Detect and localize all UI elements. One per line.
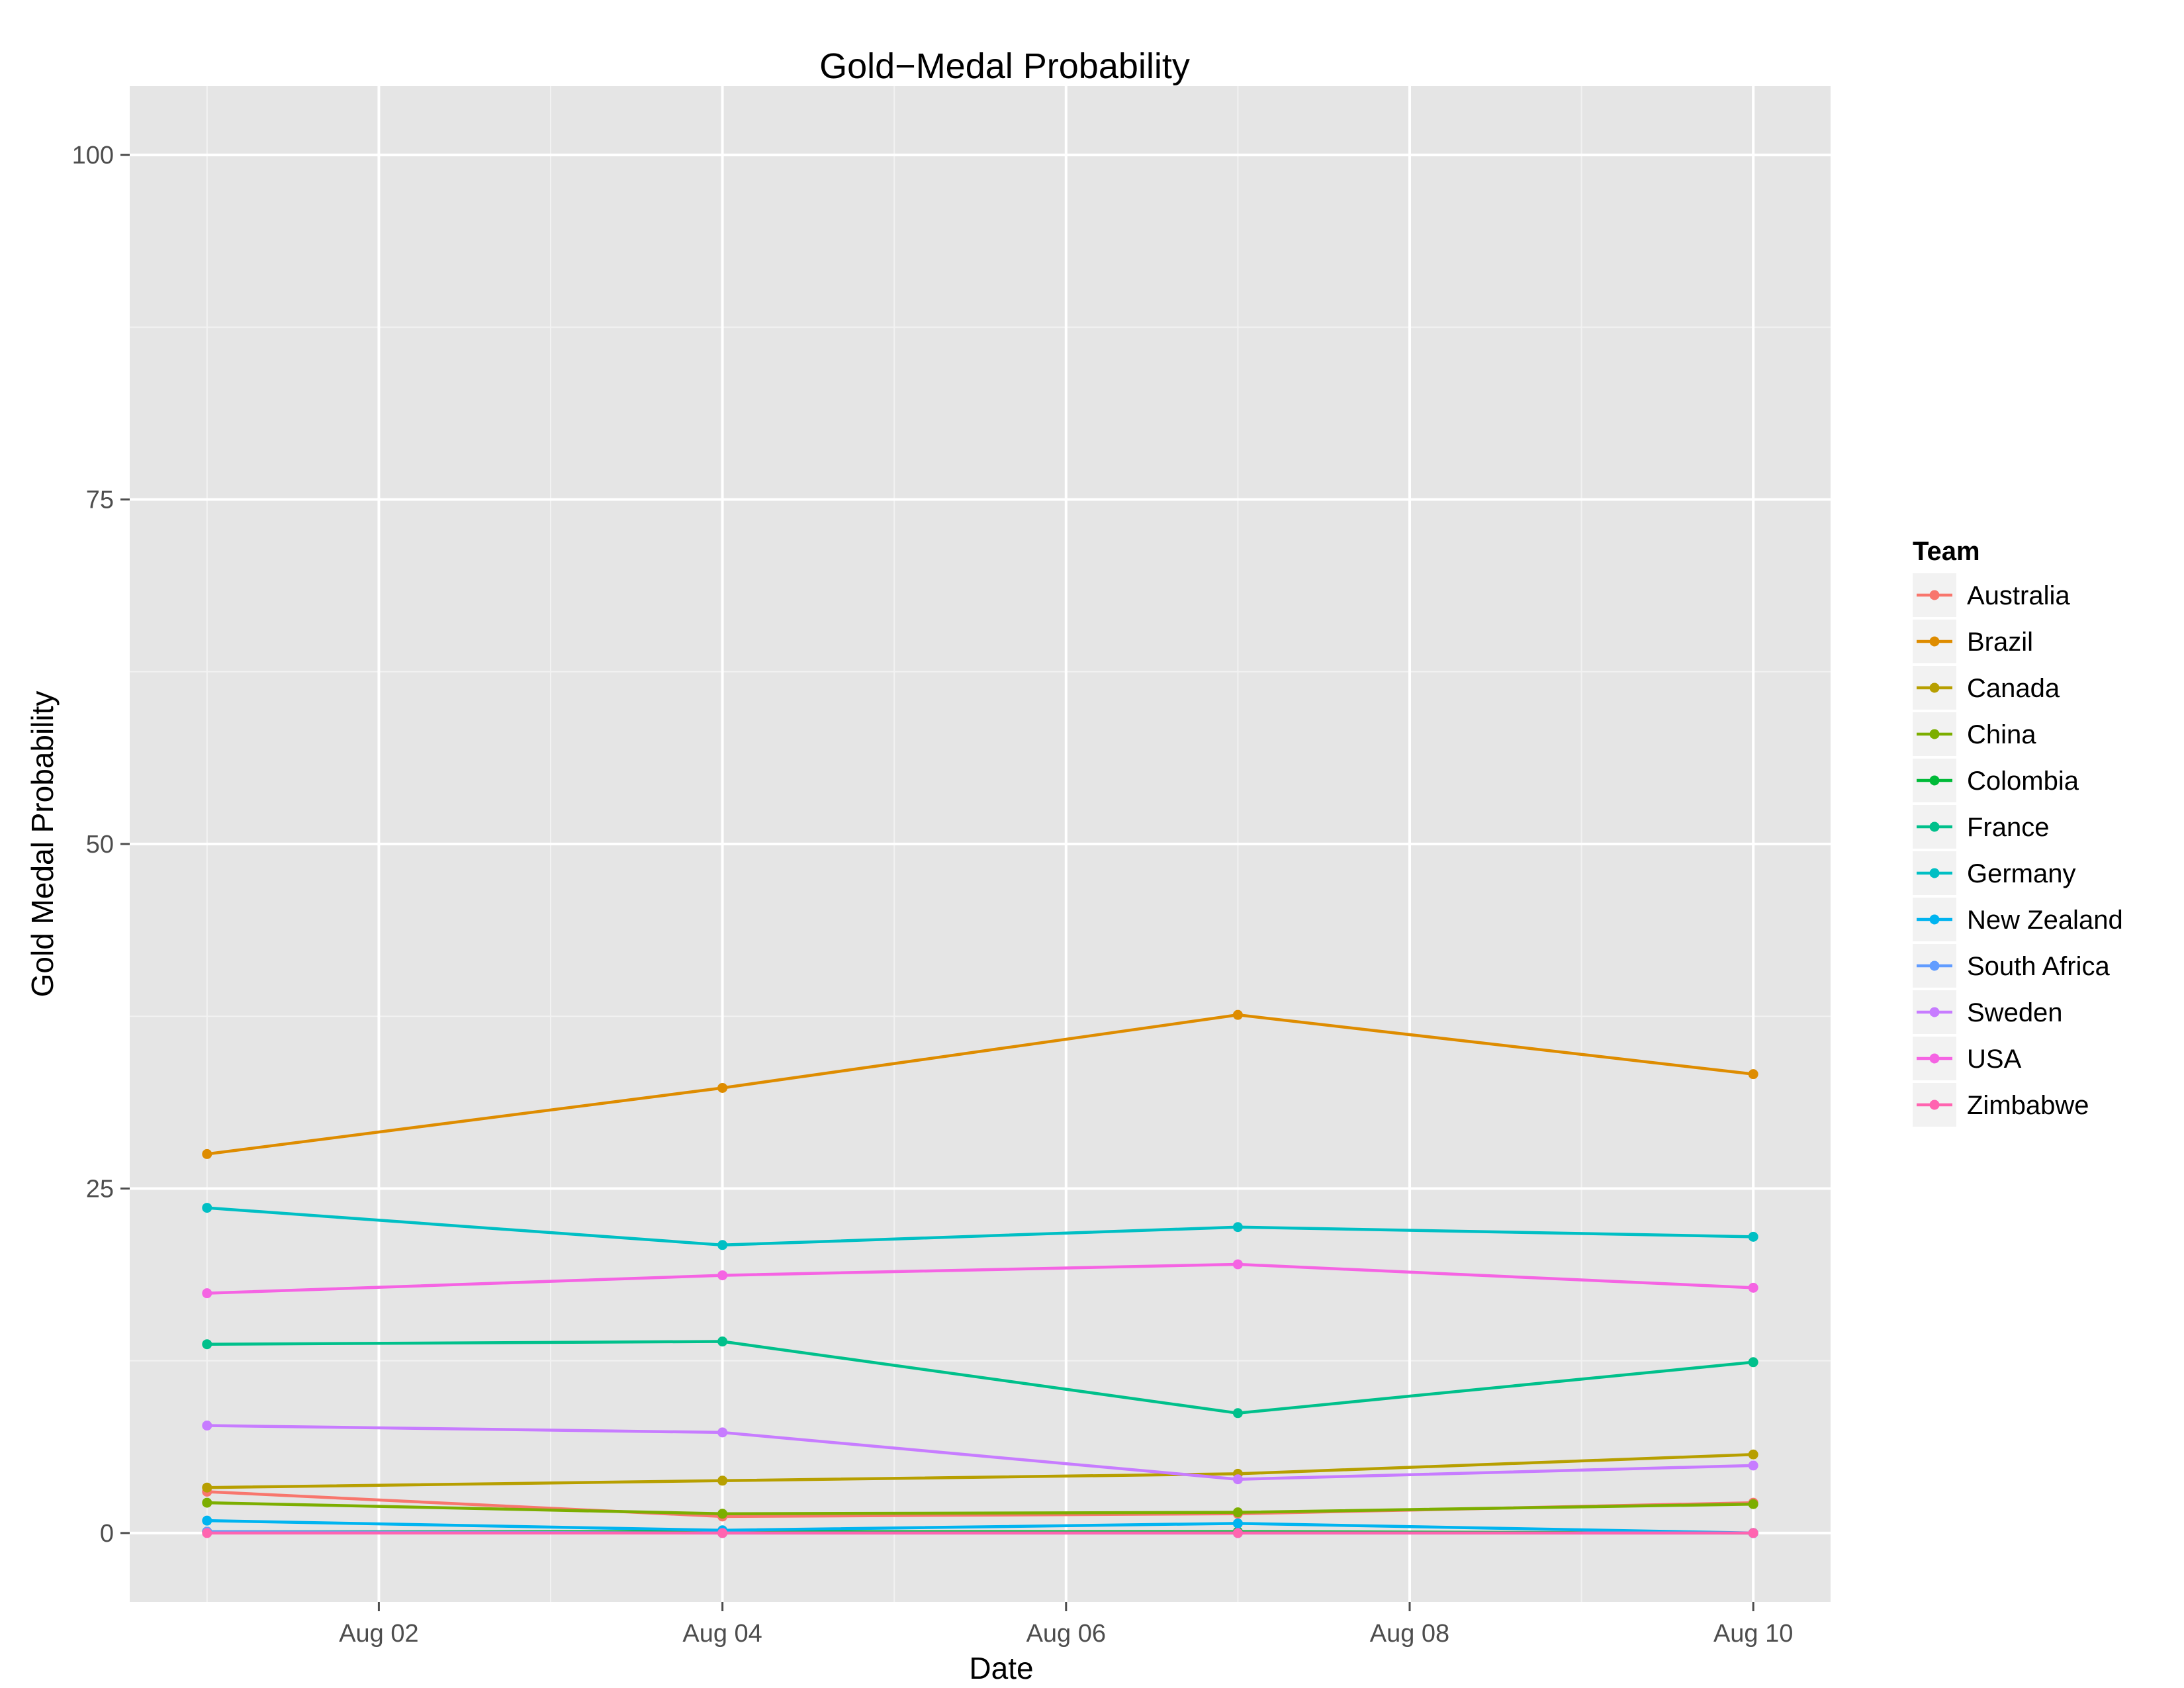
data-point-germany: [1748, 1231, 1758, 1242]
data-point-canada: [202, 1482, 212, 1493]
chart-title: Gold−Medal Probability: [819, 46, 1190, 86]
legend-label: Germany: [1967, 859, 2076, 888]
legend-item-brazil: Brazil: [1913, 620, 2033, 663]
data-point-zimbabwe: [1232, 1528, 1243, 1538]
data-point-france: [1232, 1408, 1243, 1419]
legend-key-point: [1929, 868, 1940, 878]
data-point-sweden: [202, 1421, 212, 1431]
series-layer: [202, 1009, 1758, 1538]
legend-item-south-africa: South Africa: [1913, 944, 2110, 988]
legend: Team Australia Brazil Canada China Colombia F…: [1913, 537, 2123, 1127]
data-point-china: [1232, 1507, 1243, 1518]
data-point-usa: [202, 1288, 212, 1299]
data-point-canada: [717, 1476, 728, 1486]
data-point-brazil: [1748, 1069, 1758, 1080]
data-point-zimbabwe: [1748, 1528, 1758, 1538]
x-axis: Aug 02 Aug 04 Aug 06 Aug 08 Aug 10: [339, 1602, 1793, 1648]
data-point-brazil: [1232, 1009, 1243, 1020]
legend-key-point: [1929, 1053, 1940, 1064]
x-axis-title: Date: [969, 1651, 1033, 1685]
data-point-germany: [717, 1240, 728, 1250]
legend-key-point: [1929, 682, 1940, 693]
legend-label: China: [1967, 720, 2036, 749]
data-point-china: [202, 1497, 212, 1508]
data-point-brazil: [202, 1149, 212, 1159]
series-line-canada: [206, 1452, 1754, 1489]
legend-key-point: [1929, 1007, 1940, 1017]
legend-label: Colombia: [1967, 767, 2079, 796]
legend-label: Canada: [1967, 674, 2060, 703]
y-tick-label: 75: [86, 487, 114, 514]
series-line-germany: [206, 1206, 1754, 1247]
legend-label: New Zealand: [1967, 906, 2123, 935]
data-point-new-zealand: [1232, 1518, 1243, 1528]
data-point-sweden: [1748, 1460, 1758, 1471]
y-tick-label: 100: [72, 142, 114, 169]
legend-label: USA: [1967, 1045, 2022, 1074]
legend-item-colombia: Colombia: [1913, 759, 2079, 802]
legend-item-china: China: [1913, 712, 2036, 756]
legend-label: Sweden: [1967, 998, 2063, 1027]
data-point-france: [202, 1339, 212, 1350]
data-point-usa: [1748, 1282, 1758, 1293]
legend-item-sweden: Sweden: [1913, 990, 2063, 1034]
legend-key-point: [1929, 636, 1940, 647]
legend-item-usa: USA: [1913, 1037, 2022, 1080]
data-point-canada: [1748, 1449, 1758, 1460]
series-line-china: [206, 1501, 1754, 1516]
legend-key-point: [1929, 1100, 1940, 1110]
x-tick-label: Aug 04: [682, 1620, 762, 1648]
series-line-brazil: [206, 1013, 1754, 1156]
legend-key-point: [1929, 775, 1940, 786]
data-point-sweden: [1232, 1474, 1243, 1485]
data-point-france: [717, 1336, 728, 1347]
legend-label: France: [1967, 813, 2050, 842]
series-line-sweden: [206, 1424, 1754, 1481]
data-point-brazil: [717, 1082, 728, 1093]
y-tick-label: 0: [100, 1520, 114, 1548]
data-point-france: [1748, 1357, 1758, 1368]
data-point-china: [717, 1509, 728, 1519]
legend-label: Zimbabwe: [1967, 1091, 2089, 1120]
legend-item-australia: Australia: [1913, 573, 2070, 617]
x-tick-label: Aug 08: [1370, 1620, 1449, 1648]
legend-key-point: [1929, 961, 1940, 971]
legend-item-zimbabwe: Zimbabwe: [1913, 1083, 2089, 1127]
legend-item-canada: Canada: [1913, 666, 2060, 710]
data-point-germany: [1232, 1222, 1243, 1233]
data-point-zimbabwe: [717, 1528, 728, 1538]
data-point-usa: [1232, 1259, 1243, 1270]
series-line-usa: [206, 1262, 1754, 1295]
data-point-usa: [717, 1270, 728, 1281]
legend-label: Brazil: [1967, 628, 2033, 657]
legend-key-point: [1929, 729, 1940, 739]
y-axis-title: Gold Medal Probability: [25, 691, 60, 998]
x-tick-label: Aug 10: [1713, 1620, 1793, 1648]
data-point-china: [1748, 1499, 1758, 1509]
legend-title: Team: [1913, 537, 1980, 566]
y-tick-label: 50: [86, 831, 114, 859]
data-point-germany: [202, 1203, 212, 1213]
y-tick-label: 25: [86, 1175, 114, 1203]
data-point-zimbabwe: [202, 1528, 212, 1538]
series-line-new-zealand: [206, 1519, 1754, 1535]
legend-key-point: [1929, 821, 1940, 832]
x-tick-label: Aug 02: [339, 1620, 418, 1648]
legend-label: Australia: [1967, 581, 2070, 610]
data-point-sweden: [717, 1427, 728, 1438]
x-tick-label: Aug 06: [1026, 1620, 1106, 1648]
legend-key-point: [1929, 590, 1940, 600]
legend-item-germany: Germany: [1913, 851, 2076, 895]
y-axis: 0 25 50 75 100: [72, 142, 130, 1548]
legend-label: South Africa: [1967, 952, 2110, 981]
data-point-new-zealand: [202, 1515, 212, 1526]
legend-key-point: [1929, 914, 1940, 925]
legend-item-france: France: [1913, 805, 2050, 849]
legend-item-new-zealand: New Zealand: [1913, 898, 2123, 941]
series-line-france: [206, 1340, 1754, 1415]
